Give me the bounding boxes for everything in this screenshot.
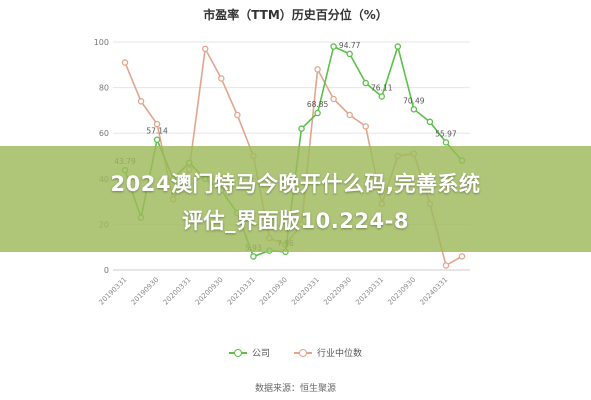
legend-swatch-industry <box>294 348 312 358</box>
data-point <box>458 253 466 260</box>
data-point <box>201 45 209 53</box>
legend-swatch-company <box>228 348 247 358</box>
data-point <box>330 95 337 103</box>
banner-line-2: 评估_界面版10.224-8 <box>182 209 409 233</box>
x-tick-label: 20200930 <box>194 276 225 307</box>
data-point <box>153 136 161 143</box>
y-tick-label: 100 <box>94 38 109 47</box>
data-point <box>410 106 418 113</box>
legend-item-industry[interactable]: 行业中位数 <box>294 346 362 359</box>
x-tick-label: 20220930 <box>322 276 353 307</box>
x-tick-label: 20220331 <box>290 276 321 307</box>
banner-line-1: 2024澳门特马今晚开什么码,完善系统 <box>110 172 481 196</box>
x-tick-label: 20230930 <box>386 276 417 307</box>
data-label: 55.97 <box>435 129 457 138</box>
data-point <box>426 118 434 126</box>
data-point <box>362 123 369 130</box>
data-point <box>330 43 337 50</box>
legend-item-company[interactable]: 公司 <box>228 346 270 359</box>
data-point <box>394 43 402 50</box>
data-point <box>442 262 450 269</box>
data-point <box>218 75 225 82</box>
data-point <box>153 120 161 128</box>
data-point <box>314 66 321 73</box>
y-tick-label: 80 <box>99 84 109 93</box>
legend-label-company: 公司 <box>251 349 270 359</box>
data-label: 57.14 <box>146 127 168 136</box>
legend: 公司 行业中位数 <box>0 346 591 359</box>
data-label: 70.49 <box>403 96 425 105</box>
data-source: 数据来源：恒生聚源 <box>254 384 336 394</box>
y-tick-label: 60 <box>99 129 109 138</box>
data-point <box>346 50 353 58</box>
data-point <box>298 125 305 132</box>
x-tick-label: 20190930 <box>130 276 161 307</box>
x-tick-label: 20210331 <box>226 276 257 307</box>
data-point <box>362 79 369 87</box>
data-point <box>137 98 145 105</box>
data-point <box>442 139 450 146</box>
data-point <box>121 59 129 66</box>
overlay-banner <box>0 146 591 252</box>
data-point <box>234 111 241 119</box>
x-tick-label: 20190331 <box>98 276 129 307</box>
legend-label-industry: 行业中位数 <box>317 349 363 359</box>
chart-title: 市盈率（TTM）历史百分位（%） <box>203 8 388 22</box>
data-label: 94.77 <box>339 41 361 50</box>
data-point <box>314 109 321 117</box>
data-point <box>346 111 353 119</box>
x-tick-label: 20230331 <box>354 276 385 307</box>
data-label: 76.11 <box>371 83 393 92</box>
y-tick-label: 0 <box>104 266 109 275</box>
data-label: 68.85 <box>307 100 329 109</box>
data-point <box>250 253 257 260</box>
data-point <box>378 93 386 100</box>
x-tick-label: 20200331 <box>162 276 193 307</box>
x-tick-label: 20240331 <box>419 276 450 307</box>
x-tick-label: 20210930 <box>258 276 289 307</box>
